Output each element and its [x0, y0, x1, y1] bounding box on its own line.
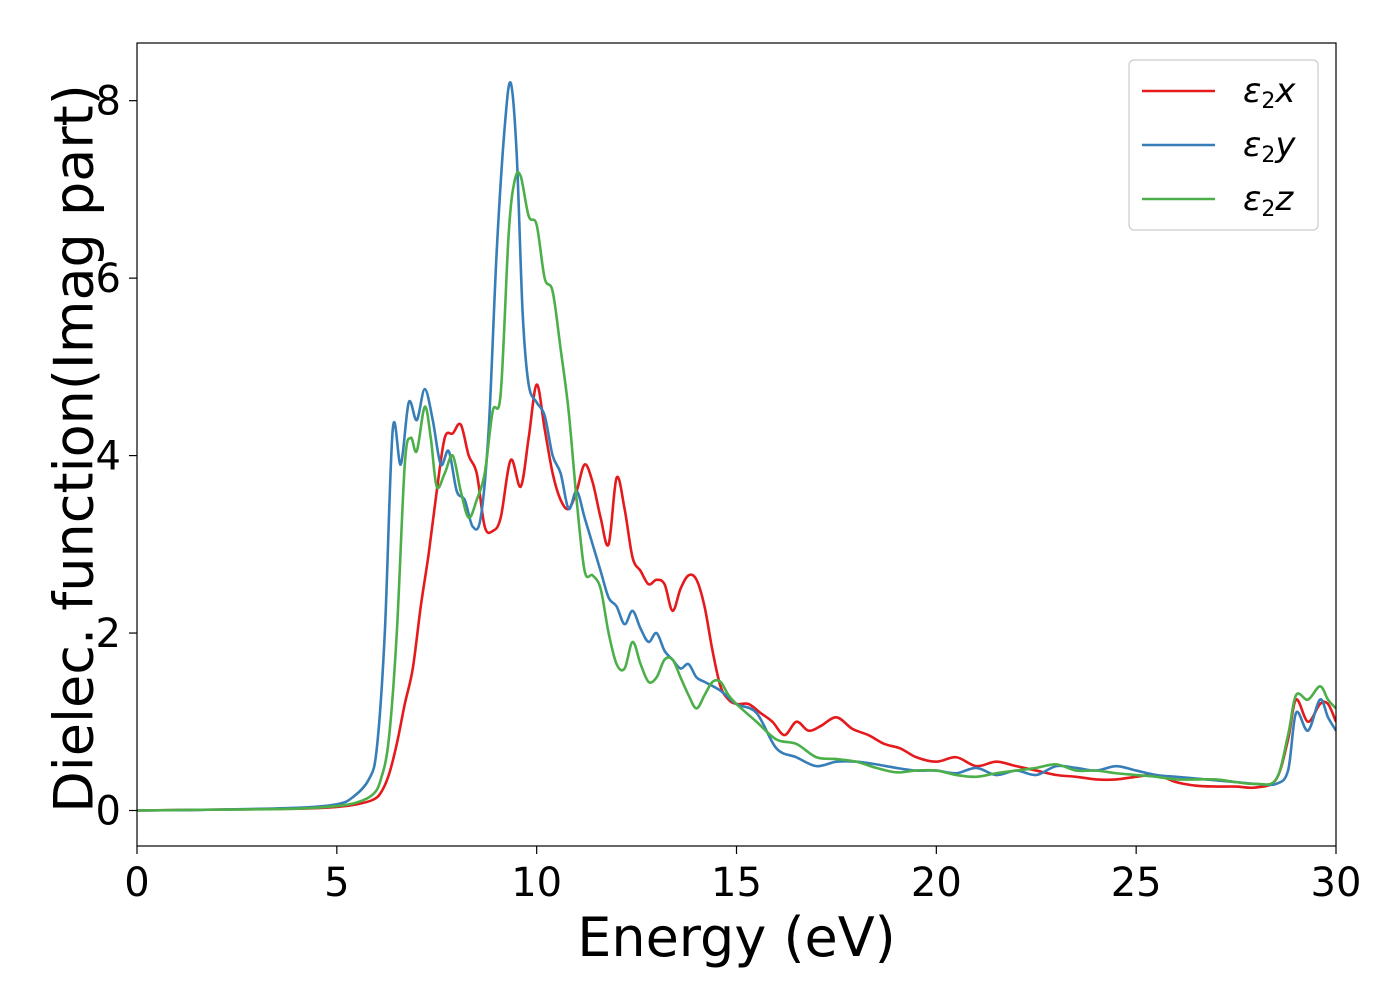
x-tick-label: 20 — [911, 860, 962, 906]
x-tick-label: 15 — [711, 860, 762, 906]
y-tick-label: 6 — [96, 256, 121, 302]
y-tick-label: 8 — [96, 79, 121, 125]
y-tick-label: 0 — [96, 789, 121, 835]
x-axis-label: Energy (eV) — [577, 906, 896, 969]
plot-layer — [137, 81, 1336, 812]
y-axis-label: Dielec. function(Imag part) — [43, 84, 106, 813]
series-line-x — [137, 383, 1336, 812]
legend: ε2x ε2y ε2z — [1128, 59, 1319, 231]
series-line-y — [137, 81, 1336, 812]
legend-label-y: ε2y — [1243, 125, 1296, 168]
y-axis-ticks: 0 2 4 6 8 — [96, 79, 137, 835]
series-line-z — [137, 171, 1336, 812]
x-tick-label: 0 — [124, 860, 149, 906]
y-tick-label: 4 — [96, 434, 121, 480]
legend-label-x: ε2x — [1243, 71, 1296, 114]
y-tick-label: 2 — [96, 611, 121, 657]
x-tick-label: 10 — [511, 860, 562, 906]
x-tick-label: 5 — [324, 860, 349, 906]
legend-label-z: ε2z — [1243, 179, 1294, 222]
axes-frame — [136, 42, 1337, 847]
x-axis-ticks: 0 5 10 15 20 25 30 — [124, 846, 1361, 906]
x-tick-label: 25 — [1111, 860, 1162, 906]
x-tick-label: 30 — [1311, 860, 1362, 906]
legend-box — [1128, 59, 1319, 231]
